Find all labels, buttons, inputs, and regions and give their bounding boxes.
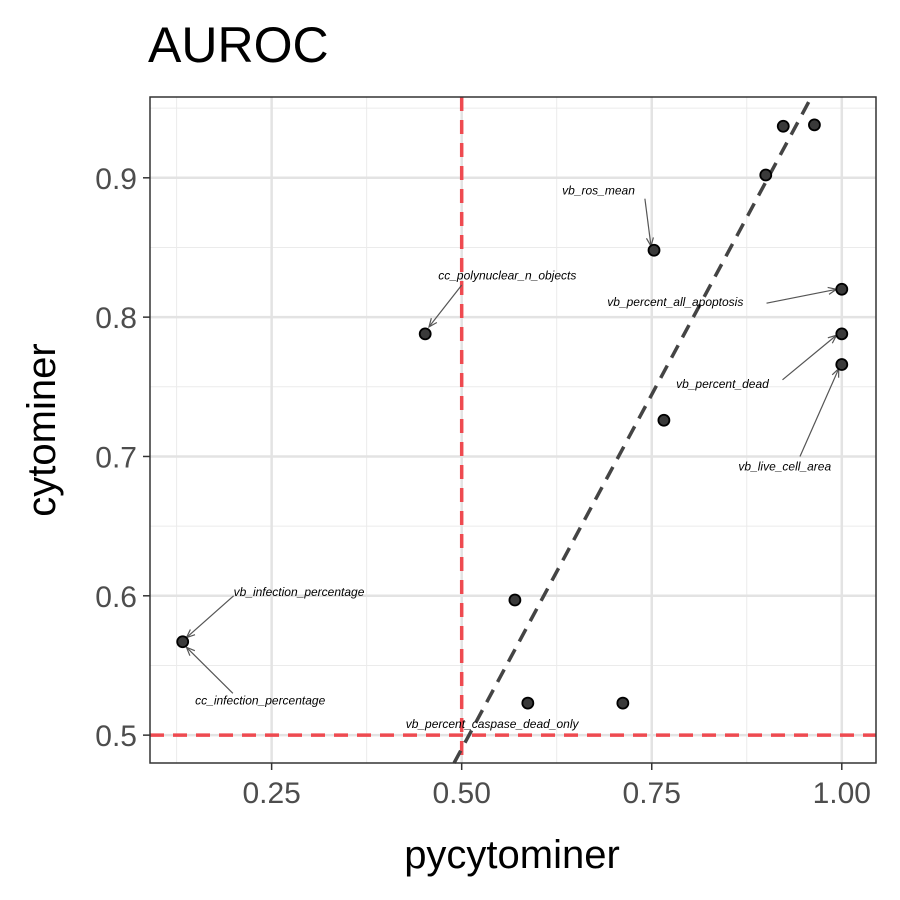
annotation-arrow-line xyxy=(186,647,232,693)
annotation-label: vb_infection_percentage xyxy=(234,585,365,599)
data-point xyxy=(658,415,669,426)
x-tick-label: 1.00 xyxy=(813,777,871,810)
x-tick-label: 0.75 xyxy=(623,777,681,810)
annotation-label: cc_infection_percentage xyxy=(195,693,325,707)
data-point xyxy=(836,328,847,339)
annotation-arrow-line xyxy=(645,199,651,246)
annotation-arrow-line xyxy=(429,285,462,327)
x-tick-label: 0.25 xyxy=(242,777,300,810)
data-point xyxy=(177,636,188,647)
annotation-label: vb_ros_mean xyxy=(562,184,635,198)
data-point xyxy=(420,328,431,339)
annotation-label: vb_percent_dead xyxy=(676,377,769,391)
y-axis-title: cytominer xyxy=(20,343,64,516)
y-tick-label: 0.5 xyxy=(95,720,137,753)
major-gridlines xyxy=(150,97,876,763)
chart-title: AUROC xyxy=(148,17,329,73)
x-tick-label: 0.50 xyxy=(432,777,490,810)
y-tick-label: 0.9 xyxy=(95,163,137,196)
plot-border xyxy=(150,97,876,763)
axis-ticks xyxy=(143,178,842,770)
annotation-arrow-line xyxy=(767,289,837,303)
reference-lines xyxy=(150,97,876,763)
annotation-label: cc_polynuclear_n_objects xyxy=(438,269,576,283)
minor-gridlines xyxy=(150,97,876,763)
data-point xyxy=(760,170,771,181)
y-tick-label: 0.7 xyxy=(95,441,137,474)
annotation-label: vb_percent_caspase_dead_only xyxy=(406,717,580,731)
y-tick-label: 0.8 xyxy=(95,302,137,335)
annotation-label: vb_live_cell_area xyxy=(738,459,831,473)
data-point xyxy=(649,245,660,256)
annotation-label: vb_percent_all_apoptosis xyxy=(607,295,743,309)
data-point xyxy=(809,119,820,130)
data-point xyxy=(617,698,628,709)
data-point xyxy=(836,284,847,295)
data-point xyxy=(522,698,533,709)
annotation-arrow-line xyxy=(782,335,836,380)
annotation-arrow-line xyxy=(800,369,839,457)
data-point xyxy=(509,594,520,605)
x-axis-title: pycytominer xyxy=(404,833,620,877)
data-point xyxy=(778,121,789,132)
annotation-arrow-line xyxy=(186,596,233,638)
y-tick-label: 0.6 xyxy=(95,581,137,614)
tick-labels: 0.25 0.50 0.75 1.00 0.5 0.6 0.7 0.8 0.9 xyxy=(95,163,871,810)
data-point xyxy=(836,359,847,370)
